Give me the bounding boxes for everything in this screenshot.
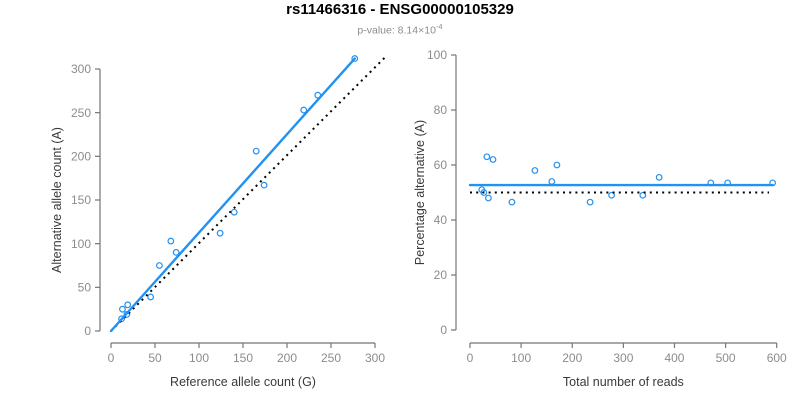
pvalue-exponent: -4 [435, 22, 443, 31]
y-tick-label: 150 [71, 193, 91, 207]
data-point [548, 178, 556, 185]
data-point [252, 147, 260, 155]
y-axis-title: Percentage alternative (A) [413, 120, 427, 265]
x-tick-label: 250 [321, 351, 341, 365]
data-point [155, 262, 163, 269]
x-tick-label: 300 [365, 351, 385, 365]
y-axis-title: Alternative allele count (A) [50, 127, 64, 273]
x-tick-label: 0 [108, 351, 115, 365]
y-tick-label: 0 [84, 324, 91, 338]
fit-line [109, 57, 356, 333]
x-tick-label: 200 [277, 351, 297, 365]
y-tick-label: 80 [434, 103, 448, 117]
y-tick-label: 250 [71, 106, 91, 120]
data-point [655, 173, 663, 181]
data-point [483, 153, 491, 161]
data-point [608, 191, 616, 199]
data-point [147, 293, 155, 301]
y-tick-label: 40 [434, 213, 448, 227]
data-point [172, 249, 180, 256]
y-tick-label: 300 [71, 62, 91, 76]
x-tick-label: 100 [189, 351, 209, 365]
data-point [489, 156, 497, 163]
y-tick-label: 200 [71, 150, 91, 164]
pvalue-text: p-value: 8.14×10 [357, 24, 436, 37]
x-tick-label: 0 [467, 351, 474, 365]
x-tick-label: 200 [562, 351, 582, 365]
data-point [586, 198, 594, 206]
x-tick-label: 50 [148, 351, 162, 365]
data-point [485, 194, 492, 202]
y-tick-label: 0 [440, 323, 447, 337]
data-point [230, 208, 238, 216]
x-tick-label: 600 [767, 351, 787, 365]
data-point [119, 305, 126, 313]
x-tick-label: 150 [233, 351, 253, 365]
data-point [531, 167, 539, 174]
y-tick-label: 100 [427, 48, 447, 62]
y-tick-label: 20 [434, 268, 448, 282]
x-tick-label: 100 [511, 351, 531, 365]
x-axis-title: Total number of reads [563, 375, 684, 389]
figure-title: rs11466316 - ENSG00000105329 [286, 1, 514, 18]
y-tick-label: 60 [434, 158, 448, 172]
x-axis-title: Reference allele count (G) [170, 375, 316, 389]
data-point [260, 181, 268, 189]
x-tick-label: 400 [664, 351, 684, 365]
x-tick-label: 300 [613, 351, 633, 365]
data-point [216, 229, 224, 237]
figure-subtitle: p-value: 8.14×10-4 [0, 22, 800, 37]
data-point [351, 55, 359, 62]
y-tick-label: 50 [78, 281, 92, 295]
data-point [167, 237, 175, 245]
x-tick-label: 500 [716, 351, 736, 365]
data-point [639, 191, 647, 199]
data-point [480, 189, 488, 196]
identity-line [110, 54, 389, 332]
data-point [508, 198, 516, 206]
data-point [553, 161, 561, 169]
y-tick-label: 100 [71, 237, 91, 251]
data-point [300, 106, 308, 114]
data-point [124, 301, 132, 309]
